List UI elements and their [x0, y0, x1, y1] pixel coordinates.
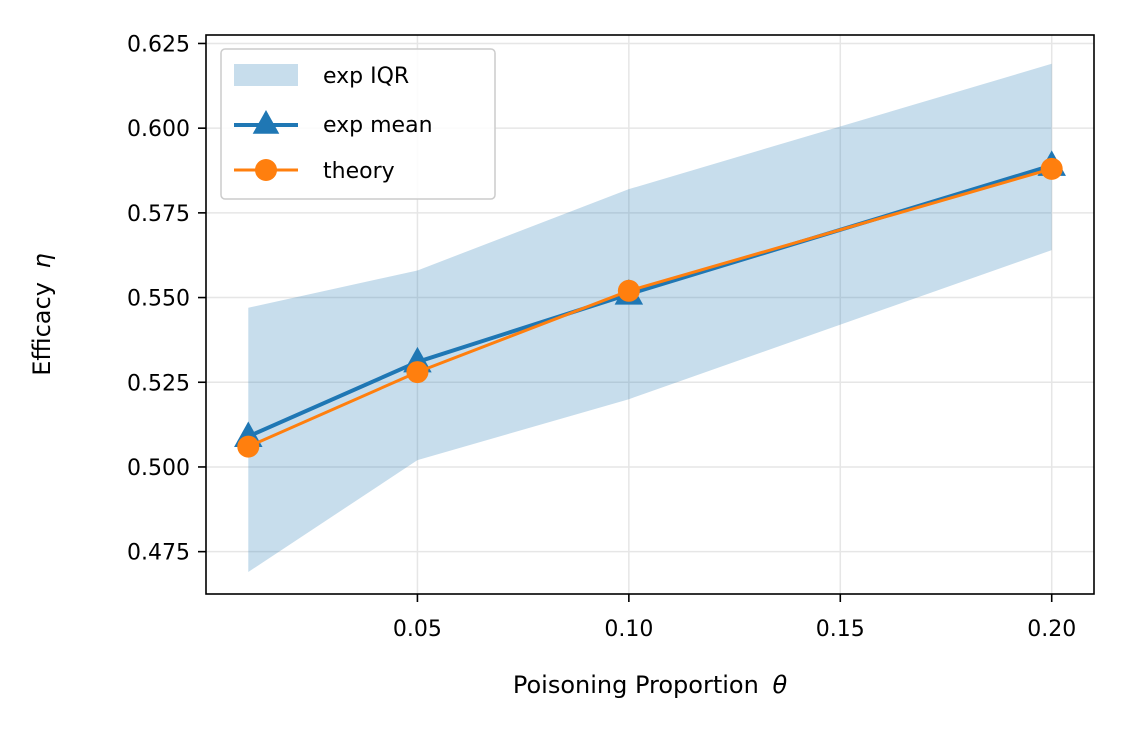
- y-tick-label: 0.600: [127, 117, 190, 142]
- grid: [206, 35, 1094, 594]
- x-tick-label: 0.15: [816, 617, 865, 642]
- y-axis-label-text: Efficacy: [28, 282, 56, 376]
- theory-point: [617, 279, 640, 302]
- x-tick-label: 0.20: [1027, 617, 1076, 642]
- y-tick-label: 0.475: [127, 541, 190, 566]
- legend-iqr-label: exp IQR: [323, 64, 409, 89]
- y-tick-label: 0.500: [127, 456, 190, 481]
- theory-point: [1040, 157, 1063, 180]
- iqr-band-layer: [248, 63, 1052, 572]
- legend-theory-label: theory: [323, 159, 395, 184]
- legend-mean-marker-icon: [252, 110, 280, 134]
- legend-box: [220, 48, 496, 200]
- y-axis-ticks: 0.475 0.500 0.525 0.550 0.575 0.600 0.625: [127, 32, 206, 566]
- y-tick-label: 0.525: [127, 371, 190, 396]
- x-axis-symbol: θ: [772, 671, 787, 699]
- y-tick-label: 0.625: [127, 32, 190, 57]
- iqr-band: [248, 63, 1052, 572]
- x-axis-label: Poisoning Proportion θ: [513, 671, 788, 699]
- legend-iqr-swatch: [234, 64, 298, 86]
- legend-theory-marker-icon: [255, 159, 277, 181]
- y-tick-label: 0.575: [127, 202, 190, 227]
- y-tick-label: 0.550: [127, 287, 190, 312]
- legend: exp IQR exp mean theory: [220, 48, 496, 200]
- x-axis-ticks: 0.05 0.10 0.15 0.20: [393, 594, 1076, 642]
- series-layer: [234, 150, 1066, 458]
- theory-point: [237, 435, 260, 458]
- plot-frame: [205, 34, 1095, 595]
- legend-mean-label: exp mean: [323, 113, 433, 138]
- x-tick-label: 0.10: [604, 617, 653, 642]
- theory-point: [406, 361, 429, 384]
- theory-line: [247, 167, 1053, 448]
- y-axis-label: Efficacy η: [28, 253, 56, 376]
- y-axis-symbol: η: [28, 253, 56, 268]
- x-axis-label-text: Poisoning Proportion: [513, 671, 759, 699]
- x-tick-label: 0.05: [393, 617, 442, 642]
